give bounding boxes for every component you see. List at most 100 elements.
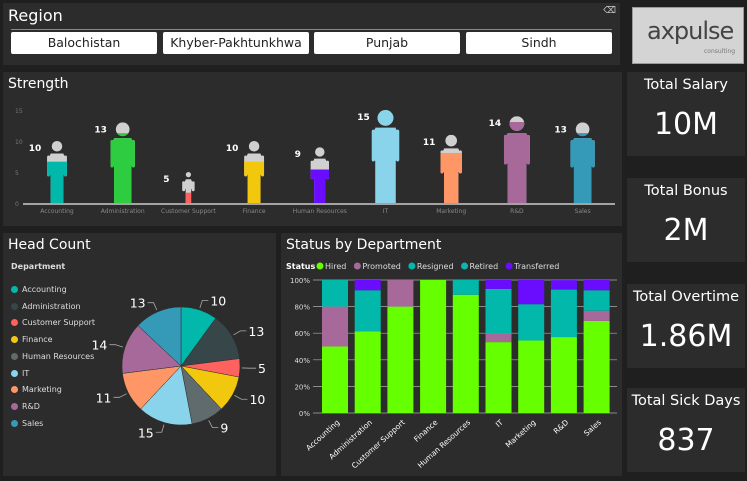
x-tick-it: IT xyxy=(383,208,389,215)
leader-line xyxy=(147,302,158,311)
figure-fill xyxy=(503,121,530,203)
region-button-sindh[interactable]: Sindh xyxy=(466,32,612,54)
legend-item-transferred: Transferred xyxy=(513,262,559,271)
y-tick: 15 xyxy=(15,108,23,115)
status-panel: Status by Department Status Hired Promoted… xyxy=(281,233,622,476)
strength-title: Strength xyxy=(8,76,69,92)
legend-item-administration[interactable]: Administration xyxy=(11,302,81,311)
headcount-panel: Head Count Department Accounting Administ… xyxy=(3,233,276,476)
person-figure-sales xyxy=(570,122,595,203)
leader-line xyxy=(208,420,219,428)
legend-item-it[interactable]: IT xyxy=(11,369,29,378)
headcount-pie: 10 13 5 10 9 15 11 14 13 xyxy=(91,293,265,440)
legend-item-customer-support[interactable]: Customer Support xyxy=(11,318,95,327)
data-label: 5 xyxy=(163,175,169,185)
bar-sales-transferred xyxy=(583,280,610,291)
legend-title: Department xyxy=(11,262,66,271)
region-button-punjab[interactable]: Punjab xyxy=(314,32,460,54)
x-tick-r-d: R&D xyxy=(510,208,524,215)
person-figure-it xyxy=(371,110,400,203)
kpi-value: 837 xyxy=(657,423,715,458)
pie-label: 10 xyxy=(210,293,226,308)
y-tick: 40% xyxy=(294,357,310,365)
status-title: Status by Department xyxy=(286,237,442,253)
pie-label: 10 xyxy=(249,392,265,407)
legend-dot-transferred xyxy=(505,262,513,270)
x-tick-sales: Sales xyxy=(582,418,603,438)
person-figure-accounting xyxy=(47,141,67,203)
y-tick: 80% xyxy=(294,304,310,312)
person-figure-finance xyxy=(244,141,265,203)
x-tick-marketing: Marketing xyxy=(504,418,538,450)
y-tick: 100% xyxy=(290,277,310,285)
legend-dot xyxy=(11,302,18,310)
data-label: 13 xyxy=(94,125,107,135)
legend-dot xyxy=(11,352,18,360)
x-tick-sales: Sales xyxy=(575,208,591,215)
data-label: 11 xyxy=(423,138,436,148)
kpi-card-total-bonus: Total Bonus 2M xyxy=(627,178,745,262)
bar-sales-promoted xyxy=(583,310,610,321)
kpi-value: 1.86M xyxy=(639,319,733,354)
leader-line xyxy=(113,393,127,398)
x-tick-human-resources: Human Resources xyxy=(293,208,347,215)
bar-it-transferred xyxy=(485,280,512,289)
x-tick-r-d: R&D xyxy=(552,418,571,436)
legend-label: Administration xyxy=(22,301,81,311)
person-figure-administration xyxy=(110,122,135,203)
legend-item-r-d[interactable]: R&D xyxy=(11,402,40,411)
kpi-card-total-salary: Total Salary 10M xyxy=(627,72,745,156)
data-label: 10 xyxy=(226,144,239,154)
bar-administration-resigned xyxy=(354,290,381,332)
strength-panel: Strength 0 5 10 15 10 Accounting 13 Administrat… xyxy=(3,72,622,226)
bar-human-resources-resigned xyxy=(452,280,479,295)
y-tick: 5 xyxy=(15,170,19,177)
bar-it-resigned xyxy=(485,288,512,334)
kpi-label: Total Sick Days xyxy=(631,393,741,409)
data-label: 13 xyxy=(554,125,567,135)
bar-marketing-transferred xyxy=(518,280,545,305)
legend-dot xyxy=(11,319,18,327)
leader-line xyxy=(109,344,124,348)
bar-human-resources-hired xyxy=(452,294,479,413)
region-button-khyber-pakhtunkhwa[interactable]: Khyber-Pakhtunkhwa xyxy=(163,32,309,54)
x-tick-marketing: Marketing xyxy=(436,208,466,215)
y-tick: 60% xyxy=(294,330,310,338)
legend-dot xyxy=(11,386,18,394)
figure-fill xyxy=(47,161,67,203)
kpi-label: Total Bonus xyxy=(644,183,728,199)
legend-item-accounting[interactable]: Accounting xyxy=(11,285,67,294)
figure-fill xyxy=(570,133,595,203)
legend-label: Human Resources xyxy=(22,351,95,361)
legend-item-sales[interactable]: Sales xyxy=(11,419,43,428)
legend-item-human-resources[interactable]: Human Resources xyxy=(11,352,94,361)
kpi-value: 10M xyxy=(653,107,719,142)
legend-dot-hired xyxy=(316,262,324,270)
data-label: 9 xyxy=(295,150,301,160)
person-figure-human-resources xyxy=(310,147,329,203)
region-title: Region xyxy=(8,6,63,25)
leader-line xyxy=(233,330,247,336)
bar-r-d-transferred xyxy=(550,280,577,290)
headcount-title: Head Count xyxy=(8,237,91,253)
bar-finance-hired xyxy=(420,280,447,413)
bar-sales-hired xyxy=(583,320,610,413)
bar-accounting-hired xyxy=(322,346,348,413)
x-tick-administration: Administration xyxy=(101,208,145,215)
figure-fill xyxy=(110,133,135,203)
legend-dot xyxy=(11,286,18,293)
leader-line xyxy=(234,395,248,400)
bar-it-hired xyxy=(485,342,512,413)
divider xyxy=(11,29,612,30)
pie-slice-it xyxy=(140,365,193,426)
legend-dot-resigned xyxy=(408,262,416,270)
legend-item-marketing[interactable]: Marketing xyxy=(11,385,62,394)
region-button-balochistan[interactable]: Balochistan xyxy=(11,32,157,54)
legend-title: Status xyxy=(286,262,316,271)
eraser-icon[interactable]: ⌫ xyxy=(603,6,616,16)
y-tick: 0% xyxy=(299,410,310,418)
leader-line xyxy=(155,424,165,433)
legend-item-finance[interactable]: Finance xyxy=(11,335,53,344)
bar-r-d-hired xyxy=(550,337,577,413)
figure-fill xyxy=(371,110,400,203)
